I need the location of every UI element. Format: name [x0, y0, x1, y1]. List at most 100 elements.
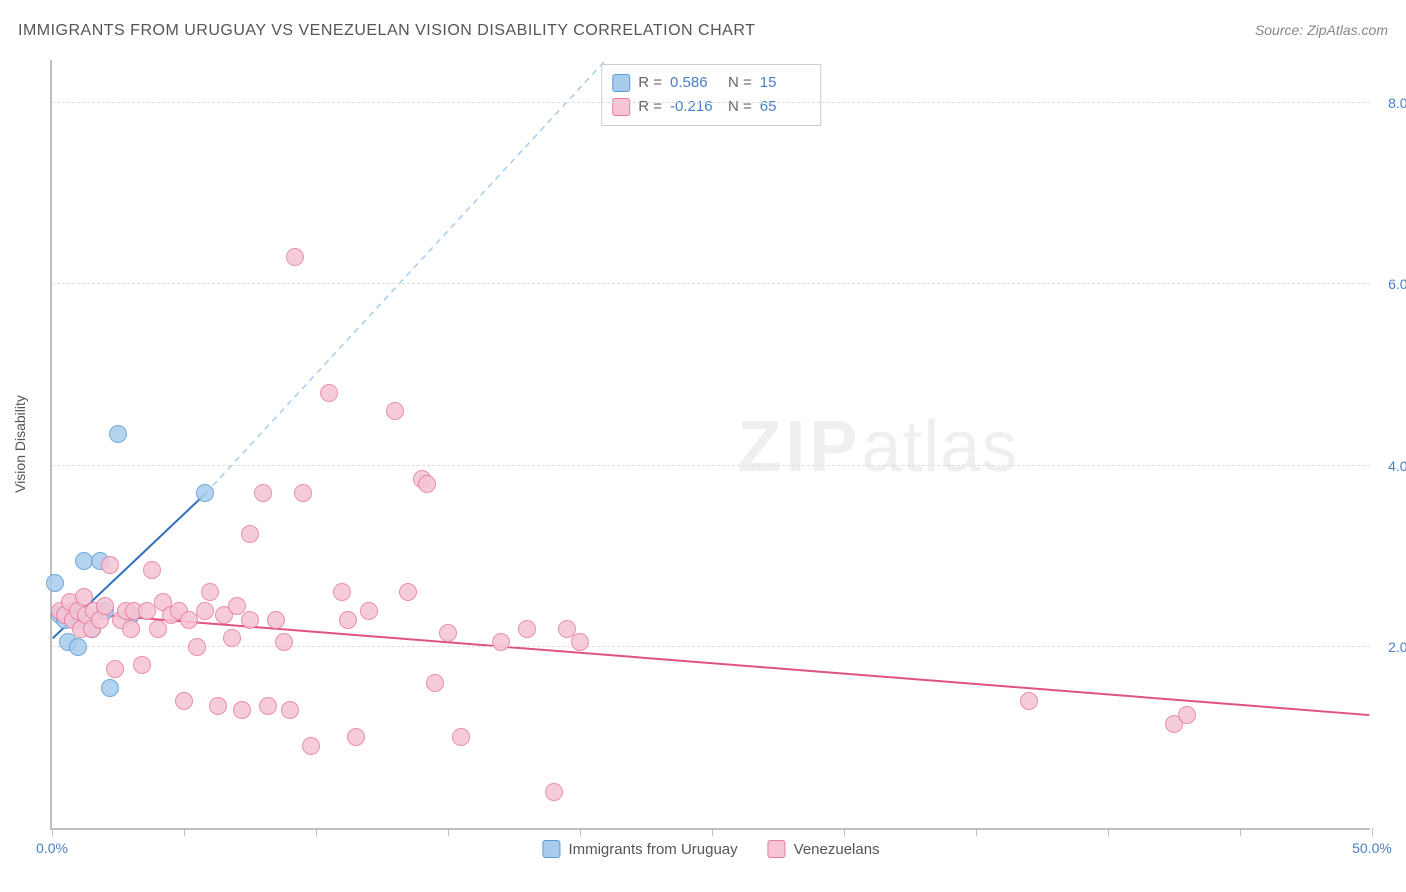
y-axis-label: Vision Disability	[12, 395, 28, 493]
data-point	[46, 574, 64, 592]
data-point	[122, 606, 140, 624]
x-tick	[580, 828, 581, 836]
data-point	[61, 593, 79, 611]
data-point	[83, 620, 101, 638]
x-tick	[316, 828, 317, 836]
x-tick-label: 0.0%	[36, 840, 68, 856]
data-point	[294, 484, 312, 502]
square-icon	[612, 98, 630, 116]
x-tick	[976, 828, 977, 836]
trend-lines-layer	[52, 60, 1370, 828]
x-tick	[844, 828, 845, 836]
chart-plot-area: Vision Disability ZIPatlas R = 0.586 N =…	[50, 60, 1370, 830]
data-point	[259, 697, 277, 715]
legend-item-uruguay: Immigrants from Uruguay	[542, 840, 737, 858]
data-point	[439, 624, 457, 642]
data-point	[106, 660, 124, 678]
x-tick	[52, 828, 53, 836]
data-point	[333, 583, 351, 601]
trend-line	[205, 60, 605, 494]
x-tick	[1240, 828, 1241, 836]
data-point	[133, 656, 151, 674]
data-point	[241, 611, 259, 629]
watermark-atlas: atlas	[861, 407, 1018, 487]
data-point	[386, 402, 404, 420]
data-point	[101, 679, 119, 697]
data-point	[51, 606, 69, 624]
data-point	[72, 620, 90, 638]
data-point	[518, 620, 536, 638]
legend-item-venezuelan: Venezuelans	[768, 840, 880, 858]
data-point	[254, 484, 272, 502]
n-value-venezuelan: 65	[760, 95, 810, 119]
source-label: Source: ZipAtlas.com	[1255, 22, 1388, 38]
data-point	[51, 602, 69, 620]
data-point	[267, 611, 285, 629]
data-point	[69, 638, 87, 656]
series-name-venezuelan: Venezuelans	[794, 841, 880, 858]
y-tick-label: 6.0%	[1375, 276, 1406, 292]
data-point	[223, 629, 241, 647]
data-point	[91, 611, 109, 629]
data-point	[286, 248, 304, 266]
x-tick	[712, 828, 713, 836]
y-tick-label: 4.0%	[1375, 458, 1406, 474]
data-point	[196, 602, 214, 620]
watermark-logo: ZIPatlas	[737, 406, 1018, 488]
gridline	[52, 465, 1370, 466]
data-point	[545, 783, 563, 801]
data-point	[281, 701, 299, 719]
data-point	[233, 701, 251, 719]
data-point	[96, 597, 114, 615]
data-point	[1165, 715, 1183, 733]
legend-row-venezuelan: R = -0.216 N = 65	[612, 95, 810, 119]
data-point	[69, 611, 87, 629]
data-point	[275, 633, 293, 651]
n-value-uruguay: 15	[760, 71, 810, 95]
n-label: N =	[728, 95, 752, 119]
data-point	[64, 611, 82, 629]
trend-line	[53, 494, 206, 639]
square-icon	[768, 840, 786, 858]
data-point	[228, 597, 246, 615]
data-point	[209, 697, 227, 715]
data-point	[170, 602, 188, 620]
data-point	[56, 611, 74, 629]
watermark-zip: ZIP	[737, 407, 861, 487]
data-point	[109, 425, 127, 443]
data-point	[122, 620, 140, 638]
data-point	[399, 583, 417, 601]
data-point	[143, 561, 161, 579]
data-point	[492, 633, 510, 651]
data-point	[201, 583, 219, 601]
data-point	[117, 602, 135, 620]
data-point	[75, 552, 93, 570]
data-point	[418, 475, 436, 493]
r-label: R =	[638, 95, 662, 119]
data-point	[320, 384, 338, 402]
gridline	[52, 283, 1370, 284]
data-point	[302, 737, 320, 755]
x-tick	[448, 828, 449, 836]
data-point	[101, 556, 119, 574]
chart-title: IMMIGRANTS FROM URUGUAY VS VENEZUELAN VI…	[18, 22, 755, 40]
series-name-uruguay: Immigrants from Uruguay	[568, 841, 737, 858]
data-point	[347, 728, 365, 746]
data-point	[75, 588, 93, 606]
data-point	[241, 525, 259, 543]
data-point	[1178, 706, 1196, 724]
data-point	[571, 633, 589, 651]
data-point	[149, 620, 167, 638]
data-point	[96, 602, 114, 620]
r-label: R =	[638, 71, 662, 95]
data-point	[91, 552, 109, 570]
y-tick-label: 2.0%	[1375, 639, 1406, 655]
data-point	[112, 611, 130, 629]
data-point	[138, 602, 156, 620]
data-point	[56, 606, 74, 624]
data-point	[180, 611, 198, 629]
n-label: N =	[728, 71, 752, 95]
data-point	[558, 620, 576, 638]
data-point	[77, 606, 95, 624]
trend-line	[53, 611, 1370, 715]
